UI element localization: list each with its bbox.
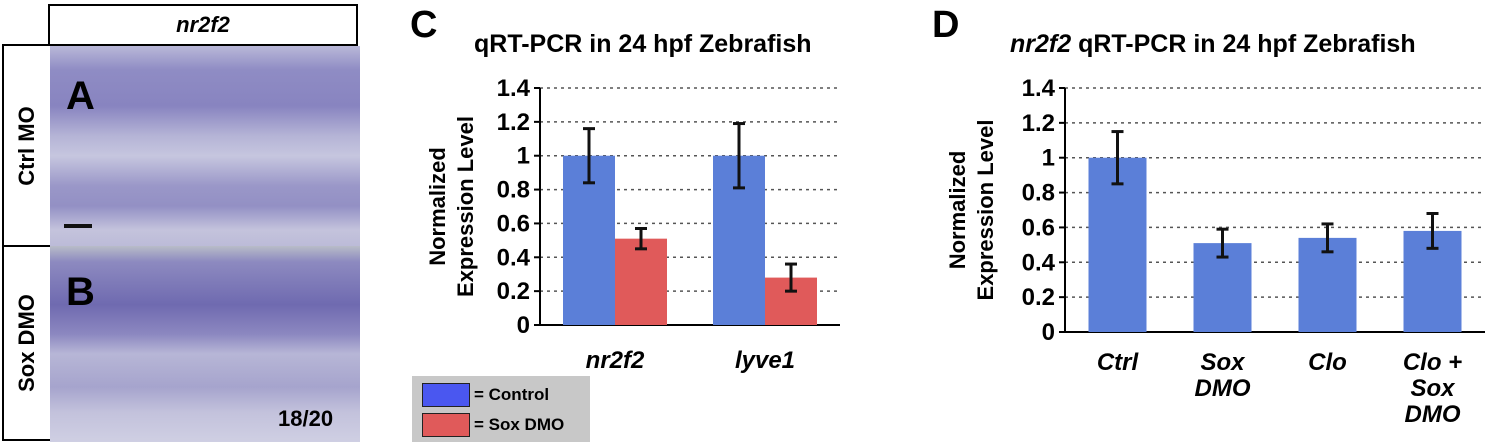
x-tick-label-line: lyve1: [735, 347, 795, 374]
y-tick-label: 0: [517, 312, 530, 339]
x-tick-label: Clo: [1308, 349, 1347, 376]
legend-swatch-sox: [422, 413, 470, 437]
x-tick-label: Ctrl: [1097, 349, 1140, 376]
y-tick-label: 1: [1042, 145, 1055, 172]
x-tick-label-line: Ctrl: [1097, 349, 1140, 376]
x-tick-label: Sox DMO: [1195, 349, 1251, 402]
y-tick-label: 1.4: [497, 75, 531, 102]
y-tick-label: 0.6: [1022, 214, 1055, 241]
bar: [615, 238, 667, 325]
y-tick-label: 1.2: [1022, 110, 1055, 137]
panel-letter-d: D: [932, 4, 960, 46]
panel-letter-c: C: [410, 4, 438, 46]
bar: [1298, 237, 1357, 332]
x-tick-label-line: DMO: [1195, 375, 1251, 402]
y-tick-label: 1.2: [497, 109, 530, 136]
chart-c: Normalized Expression Level 0 0.2 0.4 0.6 0.8 1…: [425, 75, 840, 374]
y-axis-label-line2: Expression Level: [973, 120, 998, 301]
y-axis-label-line2: Expression Level: [453, 116, 478, 297]
bar: [1088, 157, 1147, 332]
panel-letter-b: B: [66, 270, 95, 314]
panel-letter-a: A: [66, 74, 95, 118]
y-axis-label: Normalized Expression Level: [425, 116, 478, 297]
legend-label-sox: = Sox DMO: [474, 415, 565, 434]
scale-bar: [64, 224, 92, 228]
x-tick-label-line: DMO: [1405, 401, 1461, 428]
x-tick-label: lyve1: [735, 347, 795, 374]
legend-swatch-control: [422, 383, 470, 407]
y-tick-label: 0.8: [1022, 180, 1055, 207]
legend-label-control: = Control: [474, 385, 550, 404]
row-label-box-ctrl: Ctrl MO: [2, 44, 50, 247]
y-tick-label: 0: [1042, 319, 1055, 346]
y-tick-label: 0.2: [497, 278, 530, 305]
x-tick-label-line: Sox: [1200, 349, 1246, 376]
x-tick-label: nr2f2: [586, 347, 645, 374]
y-tick-label: 0.8: [497, 177, 530, 204]
embryo-count: 18/20: [278, 406, 334, 431]
legend-item-control: = Control: [422, 383, 549, 407]
chart-d-title: nr2f2 qRT-PCR in 24 hpf Zebrafish: [1010, 32, 1416, 57]
chart-d-title-gene: nr2f2: [1010, 30, 1072, 58]
y-axis-label-line1: Normalized: [425, 147, 450, 266]
y-tick-label: 0.2: [1022, 284, 1055, 311]
chart-c-title: qRT-PCR in 24 hpf Zebrafish: [474, 30, 812, 58]
y-tick-label: 0.4: [497, 244, 531, 271]
header-gene-label: nr2f2: [176, 12, 230, 37]
y-tick-label: 1.4: [1022, 75, 1056, 102]
y-axis-label-line1: Normalized: [945, 151, 970, 270]
chart-d-title-rest: qRT-PCR in 24 hpf Zebrafish: [1071, 30, 1416, 58]
x-tick-label-line: Clo: [1308, 349, 1347, 376]
micrograph-sox-image: [50, 246, 360, 442]
legend-item-sox: = Sox DMO: [422, 413, 564, 437]
x-tick-label-line: nr2f2: [586, 347, 645, 374]
y-axis-label: Normalized Expression Level: [945, 120, 998, 301]
chart-d: Normalized Expression Level 0 0.2 0.4 0.6 0.8 1…: [945, 75, 1485, 428]
x-tick-label: Clo + Sox DMO: [1403, 349, 1462, 428]
legend: = Control = Sox DMO: [412, 376, 590, 442]
row-label-box-sox: Sox DMO: [2, 245, 50, 441]
y-tick-label: 0.4: [1022, 249, 1056, 276]
y-tick-label: 0.6: [497, 210, 530, 237]
micrograph-ctrl-image: [50, 46, 360, 246]
row-label-ctrl: Ctrl MO: [14, 105, 39, 186]
y-tick-label: 1: [517, 143, 530, 170]
micrograph-sox: B 18/20: [50, 246, 360, 442]
x-tick-label-line: Clo +: [1403, 349, 1462, 376]
row-label-sox: Sox DMO: [14, 294, 39, 392]
micrograph-ctrl: A: [50, 46, 360, 246]
x-tick-label-line: Sox: [1410, 375, 1456, 402]
panel-header: nr2f2: [48, 4, 358, 46]
